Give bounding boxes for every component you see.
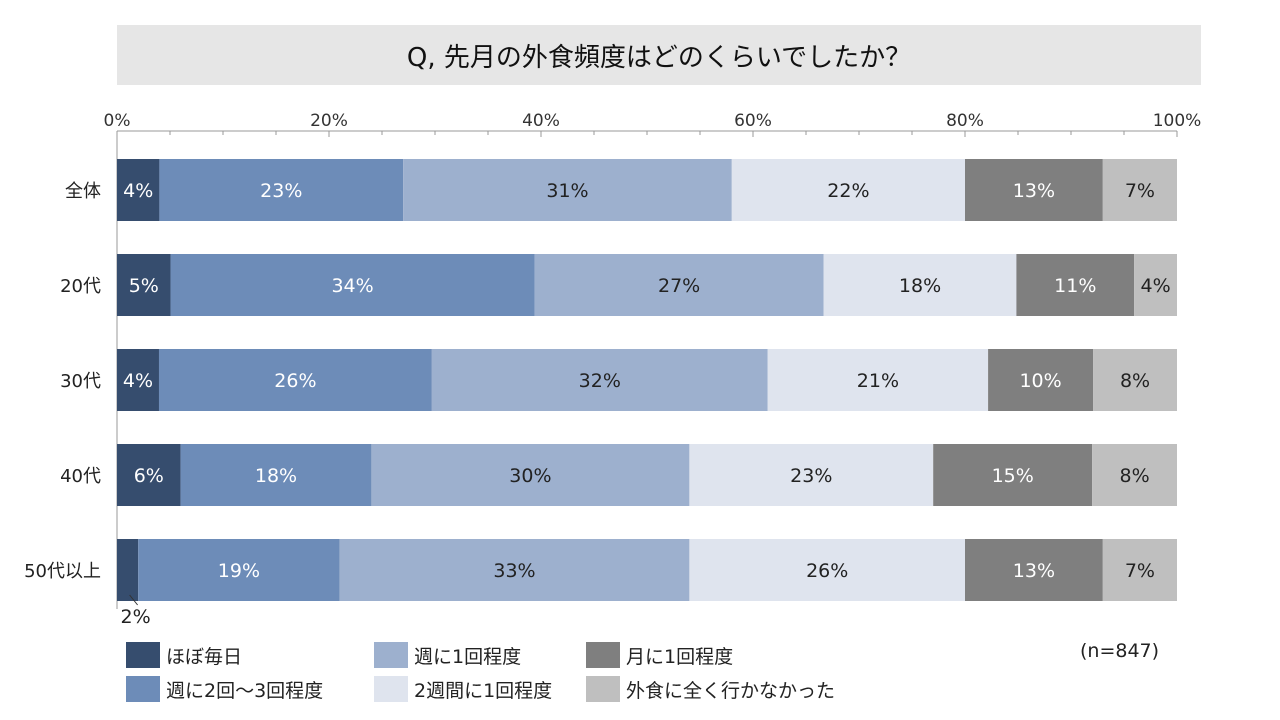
chart-title: Q, 先月の外食頻度はどのくらいでしたか？ [117, 25, 1201, 85]
bar-segment [731, 159, 965, 221]
stacked-bar-chart: 0% 20% 40% 60% 80% 100% 全体 4% 23% 31% 22% 13% 7% 20代 5… [24, 111, 1202, 628]
category-label: 50代以上 [24, 561, 101, 582]
bar-segment [158, 349, 432, 411]
x-tick-label: 60% [734, 111, 772, 131]
legend: ほぼ毎日週に2回～3回程度 週に1回程度 2週間に1回程度 月に1回程度外食に全く行か… [126, 641, 886, 705]
data-label: 5% [129, 275, 159, 297]
data-label: 32% [579, 370, 621, 392]
bar-segment [339, 539, 690, 601]
x-tick-label: 100% [1153, 111, 1202, 131]
legend-label: 週に1回程度 [414, 645, 522, 668]
x-tick-label: 40% [522, 111, 560, 131]
category-label: 30代 [60, 371, 101, 392]
data-label: 18% [255, 465, 297, 487]
data-label: 27% [658, 275, 700, 297]
data-label: 13% [1013, 560, 1055, 582]
bar-segment [170, 254, 535, 316]
category-label: 全体 [65, 181, 101, 202]
bar-segment [371, 444, 690, 506]
legend-item: 週に2回～3回程度 [126, 675, 323, 703]
legend-label: ほぼ毎日 [166, 645, 243, 668]
data-label: 26% [806, 560, 848, 582]
data-label: 22% [827, 180, 869, 202]
legend-item: 2週間に1回程度 [374, 675, 552, 703]
bar-segment [988, 349, 1094, 411]
legend-item: 月に1回程度 [586, 641, 733, 669]
bar-segment [431, 349, 768, 411]
data-label: 8% [1120, 370, 1150, 392]
data-label: 7% [1125, 560, 1155, 582]
data-label: 26% [274, 370, 316, 392]
legend-swatch [586, 642, 620, 668]
data-label: 15% [992, 465, 1034, 487]
data-label-leader [129, 594, 138, 606]
bar-segment [689, 444, 934, 506]
data-label: 4% [123, 370, 153, 392]
bar-segment [965, 159, 1103, 221]
bar-segment [1102, 539, 1177, 601]
category-label: 40代 [60, 466, 101, 487]
sample-size-note: (n=847) [1080, 640, 1160, 662]
bar-segment [180, 444, 372, 506]
bar-segment [1102, 159, 1177, 221]
bar-segment [689, 539, 965, 601]
x-tick-label: 0% [104, 111, 131, 131]
x-tick-label: 20% [310, 111, 348, 131]
data-label: 21% [857, 370, 899, 392]
data-label: 31% [546, 180, 588, 202]
bar-segment [138, 539, 340, 601]
data-label: 8% [1120, 465, 1150, 487]
legend-label: 月に1回程度 [626, 645, 734, 668]
legend-label: 週に2回～3回程度 [166, 679, 324, 702]
data-label: 18% [899, 275, 941, 297]
bar-segment [1092, 444, 1177, 506]
data-label: 4% [1141, 275, 1171, 297]
legend-swatch [374, 676, 408, 702]
bar-segment [534, 254, 824, 316]
bar-segment [767, 349, 989, 411]
data-label: 11% [1054, 275, 1096, 297]
bar-segment [117, 254, 171, 316]
bar-segment [1093, 349, 1177, 411]
legend-swatch [126, 642, 160, 668]
data-label: 7% [1125, 180, 1155, 202]
data-label: 23% [260, 180, 302, 202]
legend-swatch [126, 676, 160, 702]
bar-segment [403, 159, 732, 221]
data-label: 4% [123, 180, 153, 202]
bar-segment [823, 254, 1017, 316]
data-label: 23% [790, 465, 832, 487]
legend-label: 2週間に1回程度 [414, 679, 553, 702]
bar-segment [117, 349, 159, 411]
x-tick-label: 80% [946, 111, 984, 131]
legend-item: 週に1回程度 [374, 641, 521, 669]
data-label: 30% [509, 465, 551, 487]
data-label: 2% [121, 606, 151, 628]
data-label: 6% [134, 465, 164, 487]
legend-swatch [586, 676, 620, 702]
data-label: 34% [331, 275, 373, 297]
bar-segment [933, 444, 1093, 506]
bar-segment [965, 539, 1103, 601]
bar-segment [117, 159, 160, 221]
category-label: 20代 [60, 276, 101, 297]
data-label: 10% [1019, 370, 1061, 392]
bar-segment [117, 539, 139, 601]
bar-segment [1016, 254, 1135, 316]
bar-segment [159, 159, 404, 221]
data-label: 13% [1013, 180, 1055, 202]
bar-segment [1134, 254, 1177, 316]
legend-item: 外食に全く行かなかった [586, 675, 835, 703]
data-label: 19% [218, 560, 260, 582]
legend-label: 外食に全く行かなかった [626, 679, 836, 702]
bar-segment [117, 444, 181, 506]
legend-swatch [374, 642, 408, 668]
data-label: 33% [493, 560, 535, 582]
legend-item: ほぼ毎日 [126, 641, 242, 669]
